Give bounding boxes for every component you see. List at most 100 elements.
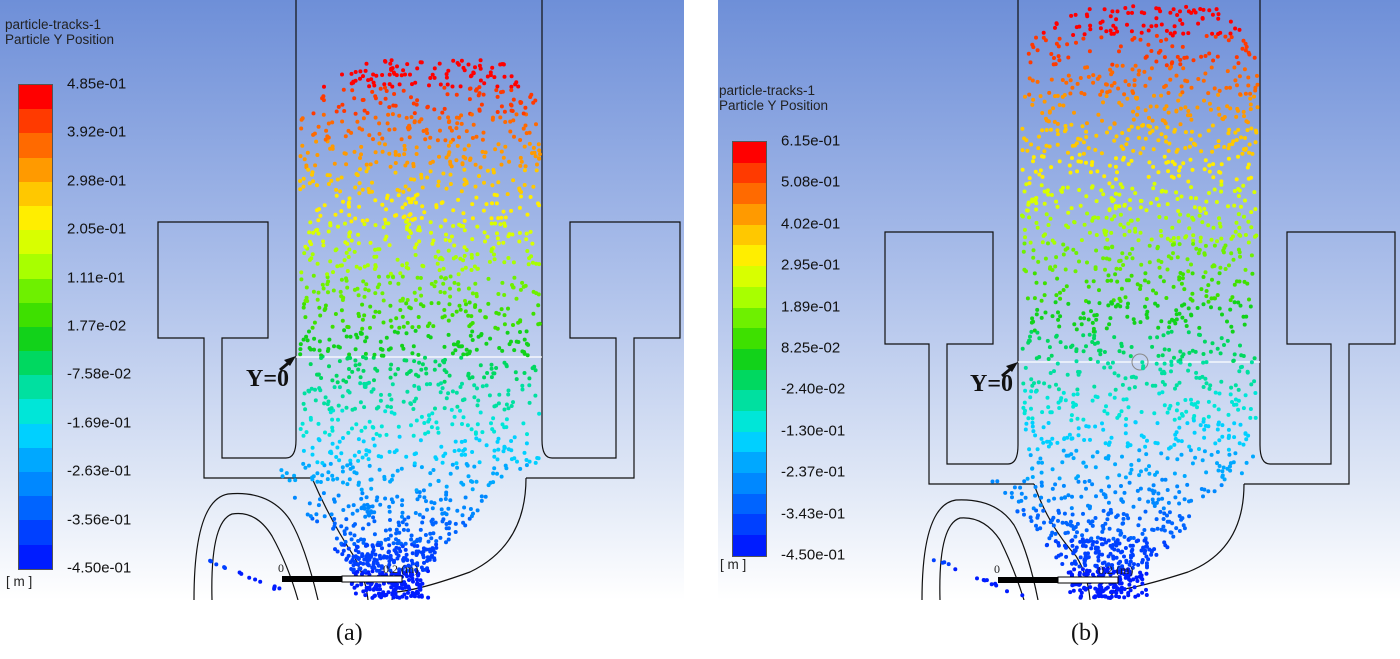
particle	[1098, 590, 1103, 595]
particle	[464, 462, 469, 466]
particle	[1092, 384, 1097, 389]
particle	[1046, 357, 1051, 361]
particle	[1143, 444, 1148, 449]
particle	[1056, 400, 1061, 405]
particle	[1119, 344, 1124, 349]
particle	[361, 279, 366, 284]
colorbar-segment	[19, 181, 52, 206]
particle	[441, 517, 446, 522]
particle	[1198, 423, 1203, 428]
particle	[372, 443, 377, 448]
particle	[498, 115, 503, 120]
particle	[371, 515, 376, 520]
particle	[388, 303, 393, 308]
particle	[1229, 251, 1234, 256]
particle	[1144, 571, 1149, 576]
particle	[1190, 129, 1194, 134]
panel-a: particle-tracks-1 Particle Y Position 4.…	[0, 0, 684, 600]
particle	[499, 307, 504, 312]
particle	[328, 461, 333, 466]
particle	[425, 555, 430, 560]
particle	[1216, 420, 1221, 425]
particle	[383, 217, 388, 222]
particle	[423, 533, 428, 537]
particle	[1053, 94, 1057, 99]
particle	[1082, 222, 1087, 227]
particle	[1151, 288, 1155, 293]
particle	[1112, 138, 1117, 143]
particle	[1040, 460, 1044, 465]
particle	[1095, 359, 1100, 364]
particle	[456, 272, 461, 277]
particle	[1035, 225, 1040, 230]
particle	[367, 463, 372, 468]
particle	[1034, 207, 1039, 212]
particle	[502, 260, 507, 265]
particle	[1047, 439, 1052, 444]
particle	[369, 510, 374, 515]
particle	[382, 82, 387, 87]
particle	[377, 141, 382, 146]
particle	[1182, 526, 1187, 531]
particle	[1125, 314, 1130, 319]
particle	[1075, 392, 1080, 397]
particle	[1120, 521, 1125, 526]
particle	[377, 568, 382, 573]
particle	[1112, 569, 1116, 574]
particle	[1044, 143, 1049, 148]
particle	[428, 220, 433, 225]
particle	[379, 353, 384, 358]
particle	[509, 208, 514, 213]
particle	[1111, 31, 1116, 36]
particle	[1100, 118, 1104, 123]
particle	[1121, 147, 1126, 151]
particle	[1170, 317, 1174, 322]
particle	[360, 491, 365, 496]
particle	[1144, 381, 1149, 386]
particle	[537, 152, 542, 157]
particle	[428, 135, 433, 140]
particle	[1218, 170, 1223, 175]
particle	[1104, 404, 1108, 409]
particle	[1236, 300, 1241, 305]
particle	[1133, 226, 1138, 231]
particle	[457, 303, 462, 308]
particle	[424, 371, 429, 376]
particle	[433, 406, 437, 411]
particle	[1129, 553, 1133, 558]
particle	[365, 111, 370, 115]
particle	[408, 212, 413, 217]
particle	[1128, 443, 1133, 448]
particle	[459, 189, 464, 194]
particle	[1191, 233, 1196, 238]
particle	[1178, 349, 1183, 354]
particle	[1156, 203, 1161, 208]
particle	[407, 305, 412, 310]
particle	[402, 143, 407, 148]
particle	[443, 497, 448, 501]
particle	[1189, 262, 1193, 267]
particle	[1136, 72, 1141, 77]
particle	[1025, 476, 1030, 481]
particle	[1039, 470, 1044, 475]
particle	[510, 232, 515, 237]
particle	[1046, 498, 1051, 503]
particle	[1242, 322, 1247, 327]
particle	[446, 391, 451, 396]
particle	[421, 546, 426, 551]
particle	[1170, 242, 1175, 247]
particle	[1107, 163, 1112, 168]
particle	[1124, 558, 1129, 563]
particle	[299, 117, 304, 122]
particle	[1168, 31, 1173, 36]
particle	[1099, 488, 1104, 493]
particle	[404, 331, 409, 336]
particle	[416, 385, 421, 390]
particle	[502, 221, 507, 226]
particle	[388, 61, 393, 66]
particle	[1095, 340, 1100, 345]
particle	[470, 329, 475, 334]
particle	[437, 61, 442, 66]
particle	[373, 291, 378, 296]
particle	[1093, 147, 1098, 152]
